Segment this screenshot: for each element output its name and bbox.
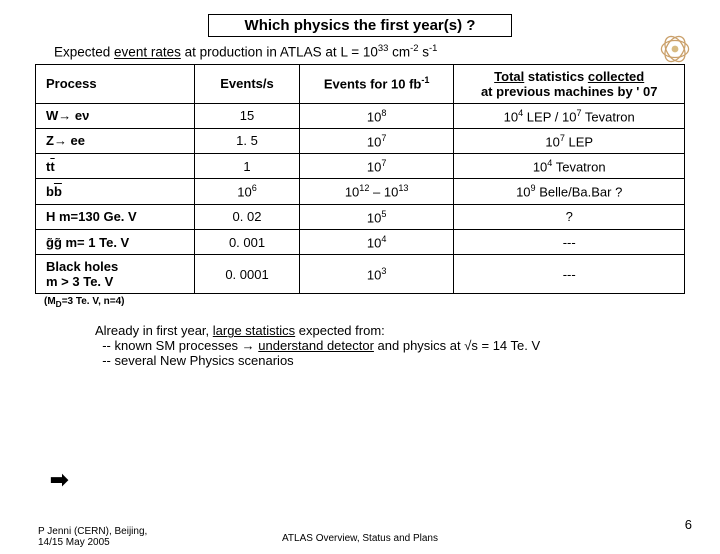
process-cell: Z→ ee xyxy=(36,128,195,153)
table-row: H m=130 Ge. V0. 02105? xyxy=(36,204,685,229)
events-for-cell: 107 xyxy=(299,128,454,153)
table-row: W→ eν15108104 LEP / 107 Tevatron xyxy=(36,103,685,128)
table-row: g̃g̃ m= 1 Te. V0. 001104--- xyxy=(36,230,685,255)
mass-note: (MD=3 Te. V, n=4) xyxy=(44,296,720,309)
sum1b: large statistics xyxy=(213,323,295,338)
total-cell: 107 LEP xyxy=(454,128,685,153)
table-row: tt1107104 Tevatron xyxy=(36,154,685,179)
table-row: Black holesm > 3 Te. V0. 0001103--- xyxy=(36,255,685,294)
slide-title: Which physics the first year(s) ? xyxy=(208,14,512,37)
total-cell: --- xyxy=(454,230,685,255)
process-cell: tt xyxy=(36,154,195,179)
hdr-events-s: Events/s xyxy=(195,64,300,103)
events-s-cell: 106 xyxy=(195,179,300,204)
events-for-cell: 105 xyxy=(299,204,454,229)
subtitle-text2: at production in ATLAS at L = 10 xyxy=(181,45,378,60)
hdr-total-a: Total xyxy=(494,69,524,84)
events-for-cell: 107 xyxy=(299,154,454,179)
footer-title: ATLAS Overview, Status and Plans xyxy=(0,533,720,544)
events-for-cell: 108 xyxy=(299,103,454,128)
process-cell: bb xyxy=(36,179,195,204)
process-cell: Black holesm > 3 Te. V xyxy=(36,255,195,294)
hdr-total-b: statistics xyxy=(524,69,588,84)
subtitle-text1: Expected xyxy=(54,45,114,60)
events-for-cell: 104 xyxy=(299,230,454,255)
note-pre: (M xyxy=(44,296,56,307)
atlas-logo-icon xyxy=(658,32,692,66)
total-cell: 104 LEP / 107 Tevatron xyxy=(454,103,685,128)
process-cell: W→ eν xyxy=(36,103,195,128)
total-cell: 109 Belle/Ba.Bar ? xyxy=(454,179,685,204)
subtitle-unit1: cm xyxy=(388,45,410,60)
events-s-cell: 1. 5 xyxy=(195,128,300,153)
total-cell: 104 Tevatron xyxy=(454,154,685,179)
summary-line1: Already in first year, large statistics … xyxy=(95,323,720,338)
events-s-cell: 0. 001 xyxy=(195,230,300,255)
events-for-cell: 1012 – 1013 xyxy=(299,179,454,204)
events-for-cell: 103 xyxy=(299,255,454,294)
page-number: 6 xyxy=(685,517,692,532)
hdr-events-for-text: Events for 10 fb xyxy=(324,77,422,92)
sum1c: expected from: xyxy=(295,323,385,338)
hdr-events-for-sup: -1 xyxy=(421,75,429,85)
sum2a: -- known SM processes → xyxy=(95,338,258,353)
subtitle-eventrates: event rates xyxy=(114,45,181,60)
sum2b: understand detector xyxy=(258,338,374,353)
subtitle-exp1: 33 xyxy=(378,43,389,54)
subtitle-exp3: -1 xyxy=(429,43,437,54)
summary-line2: -- known SM processes → understand detec… xyxy=(95,338,720,353)
process-cell: g̃g̃ m= 1 Te. V xyxy=(36,230,195,255)
table-row: bb1061012 – 1013109 Belle/Ba.Bar ? xyxy=(36,179,685,204)
summary-text: Already in first year, large statistics … xyxy=(95,323,720,368)
hdr-total-c: collected xyxy=(588,69,644,84)
note-post: =3 Te. V, n=4) xyxy=(62,296,125,307)
subtitle-exp2: -2 xyxy=(410,43,418,54)
header-row: Process Events/s Events for 10 fb-1 Tota… xyxy=(36,64,685,103)
hdr-total-line2: at previous machines by ' 07 xyxy=(481,84,658,99)
process-cell: H m=130 Ge. V xyxy=(36,204,195,229)
total-cell: --- xyxy=(454,255,685,294)
subtitle: Expected event rates at production in AT… xyxy=(54,43,720,60)
summary-line3: -- several New Physics scenarios xyxy=(95,353,720,368)
hdr-total: Total statistics collected at previous m… xyxy=(454,64,685,103)
rates-table: Process Events/s Events for 10 fb-1 Tota… xyxy=(35,64,685,295)
hdr-process: Process xyxy=(36,64,195,103)
table-row: Z→ ee1. 5107107 LEP xyxy=(36,128,685,153)
subtitle-unit2: s xyxy=(419,45,430,60)
events-s-cell: 15 xyxy=(195,103,300,128)
total-cell: ? xyxy=(454,204,685,229)
events-s-cell: 0. 0001 xyxy=(195,255,300,294)
arrow-icon: ➡ xyxy=(50,467,68,493)
sum2c: and physics at √s = 14 Te. V xyxy=(374,338,540,353)
sum1a: Already in first year, xyxy=(95,323,213,338)
events-s-cell: 0. 02 xyxy=(195,204,300,229)
hdr-events-for: Events for 10 fb-1 xyxy=(299,64,454,103)
events-s-cell: 1 xyxy=(195,154,300,179)
